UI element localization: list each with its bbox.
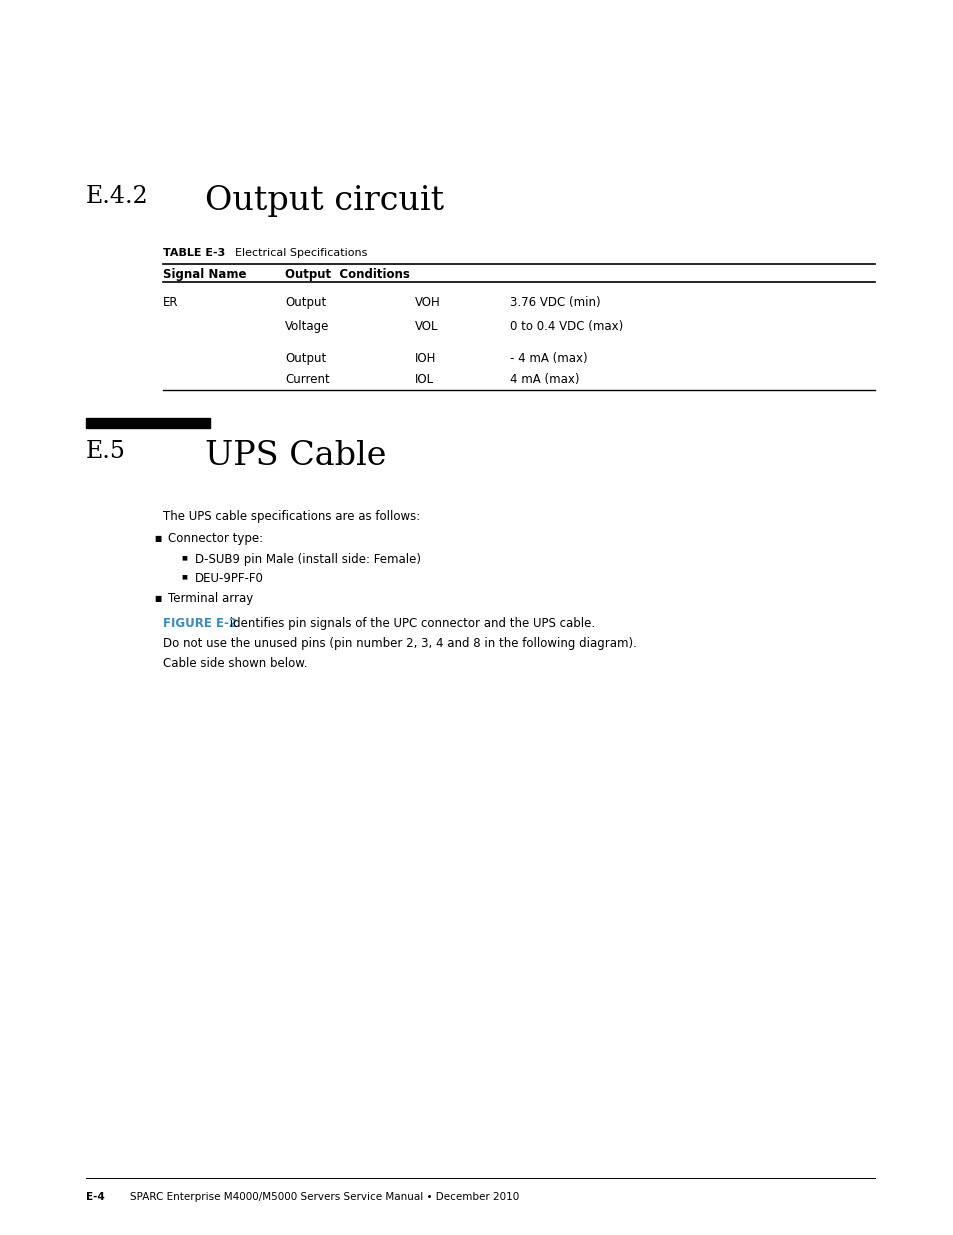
Text: Output: Output xyxy=(285,296,326,309)
Text: E.4.2: E.4.2 xyxy=(86,185,149,207)
Text: ■: ■ xyxy=(181,555,187,559)
Text: DEU-9PF-F0: DEU-9PF-F0 xyxy=(194,572,264,585)
Text: TABLE E-3: TABLE E-3 xyxy=(163,248,225,258)
Text: UPS Cable: UPS Cable xyxy=(205,440,386,472)
Text: D-SUB9 pin Male (install side: Female): D-SUB9 pin Male (install side: Female) xyxy=(194,553,420,566)
Text: 3.76 VDC (min): 3.76 VDC (min) xyxy=(510,296,600,309)
Text: ER: ER xyxy=(163,296,178,309)
Text: IOH: IOH xyxy=(415,352,436,366)
Text: Electrical Specifications: Electrical Specifications xyxy=(234,248,367,258)
Text: VOL: VOL xyxy=(415,320,438,333)
Text: ■: ■ xyxy=(181,574,187,579)
Text: Voltage: Voltage xyxy=(285,320,329,333)
Text: - 4 mA (max): - 4 mA (max) xyxy=(510,352,587,366)
Bar xyxy=(86,417,210,429)
Text: Connector type:: Connector type: xyxy=(168,532,263,545)
Text: Current: Current xyxy=(285,373,330,387)
Text: IOL: IOL xyxy=(415,373,434,387)
Text: The UPS cable specifications are as follows:: The UPS cable specifications are as foll… xyxy=(163,510,420,522)
Text: VOH: VOH xyxy=(415,296,440,309)
Text: ■: ■ xyxy=(153,594,161,603)
Text: Output  Conditions: Output Conditions xyxy=(285,268,410,282)
Text: Output: Output xyxy=(285,352,326,366)
Text: E.5: E.5 xyxy=(86,440,126,463)
Text: 0 to 0.4 VDC (max): 0 to 0.4 VDC (max) xyxy=(510,320,622,333)
Text: ■: ■ xyxy=(153,534,161,543)
Text: Terminal array: Terminal array xyxy=(168,592,253,605)
Text: Cable side shown below.: Cable side shown below. xyxy=(163,657,307,671)
Text: Output circuit: Output circuit xyxy=(205,185,444,217)
Text: Signal Name: Signal Name xyxy=(163,268,246,282)
Text: SPARC Enterprise M4000/M5000 Servers Service Manual • December 2010: SPARC Enterprise M4000/M5000 Servers Ser… xyxy=(130,1192,518,1202)
Text: Do not use the unused pins (pin number 2, 3, 4 and 8 in the following diagram).: Do not use the unused pins (pin number 2… xyxy=(163,637,637,650)
Text: identifies pin signals of the UPC connector and the UPS cable.: identifies pin signals of the UPC connec… xyxy=(226,618,595,630)
Text: FIGURE E-2: FIGURE E-2 xyxy=(163,618,236,630)
Text: 4 mA (max): 4 mA (max) xyxy=(510,373,578,387)
Text: E-4: E-4 xyxy=(86,1192,105,1202)
